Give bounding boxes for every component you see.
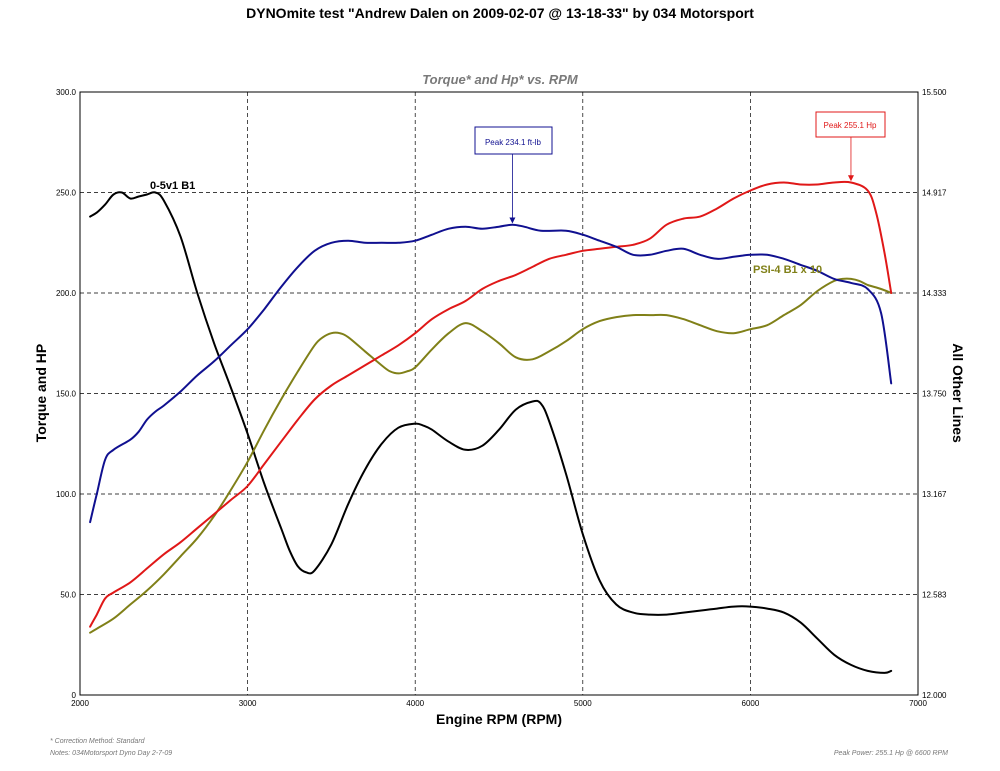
y-left-tick-label: 250.0 (56, 189, 77, 198)
y-right-tick-label: 12.583 (922, 591, 947, 600)
peak-torque-arrow (509, 217, 516, 224)
y-left-tick-label: 300.0 (56, 88, 77, 97)
series-line-torque (89, 223, 893, 524)
x-tick-label: 5000 (574, 699, 592, 708)
y-right-axis-title: All Other Lines (950, 343, 966, 443)
y-left-tick-label: 50.0 (60, 591, 76, 600)
y-right-tick-label: 14.917 (922, 189, 947, 198)
peak-torque-box (474, 126, 553, 155)
series-line-0-5v1-b1 (89, 191, 893, 674)
y-left-axis-title: Torque and HP (33, 344, 49, 443)
series-line-psi-4-b1-x-10 (89, 277, 893, 634)
y-left-tick-label: 150.0 (56, 390, 77, 399)
x-tick-label: 3000 (239, 699, 257, 708)
series-lines (89, 180, 893, 674)
chart-subtitle: Torque* and Hp* vs. RPM (422, 72, 579, 87)
y-right-tick-label: 12.000 (922, 691, 947, 700)
x-tick-label: 4000 (406, 699, 424, 708)
peak-torque-label: Peak 234.1 ft-lb (485, 138, 542, 147)
grid-lines (80, 92, 918, 695)
footer-peak-power: Peak Power: 255.1 Hp @ 6600 RPM (834, 750, 948, 757)
peak-torque-callout: Peak 234.1 ft-lb (474, 126, 553, 224)
y-left-tick-label: 0 (72, 691, 77, 700)
y-right-tick-labels: 12.000 12.583 13.167 13.750 14.333 14.917 15.5… (922, 88, 947, 700)
chart-title: DYNOmite test "Andrew Dalen on 2009-02-0… (246, 5, 754, 21)
footer-notes: Notes: 034Motorsport Dyno Day 2-7-09 (50, 750, 172, 757)
x-tick-label: 6000 (742, 699, 760, 708)
series-label-voltage: 0-5v1 B1 (150, 180, 195, 192)
series-line-horsepower (89, 180, 893, 628)
y-right-tick-label: 15.500 (922, 88, 947, 97)
footer-correction: * Correction Method: Standard (50, 738, 146, 745)
peak-power-callout: Peak 255.1 Hp (815, 111, 886, 182)
y-left-tick-labels: 0 50.0 100.0 150.0 200.0 250.0 300.0 (56, 88, 77, 700)
x-tick-label: 7000 (909, 699, 927, 708)
y-right-tick-label: 13.750 (922, 390, 947, 399)
peak-power-label: Peak 255.1 Hp (824, 121, 877, 130)
y-left-tick-label: 100.0 (56, 490, 77, 499)
y-left-tick-label: 200.0 (56, 289, 77, 298)
x-tick-label: 2000 (71, 699, 89, 708)
y-right-tick-label: 14.333 (922, 289, 947, 298)
y-right-tick-label: 13.167 (922, 490, 947, 499)
x-tick-labels: 2000 3000 4000 5000 6000 7000 (71, 699, 927, 708)
peak-power-arrow (847, 175, 854, 182)
series-label-psi: PSI-4 B1 x 10 (753, 264, 822, 276)
x-axis-title: Engine RPM (RPM) (436, 711, 562, 727)
peak-power-box (815, 111, 886, 138)
